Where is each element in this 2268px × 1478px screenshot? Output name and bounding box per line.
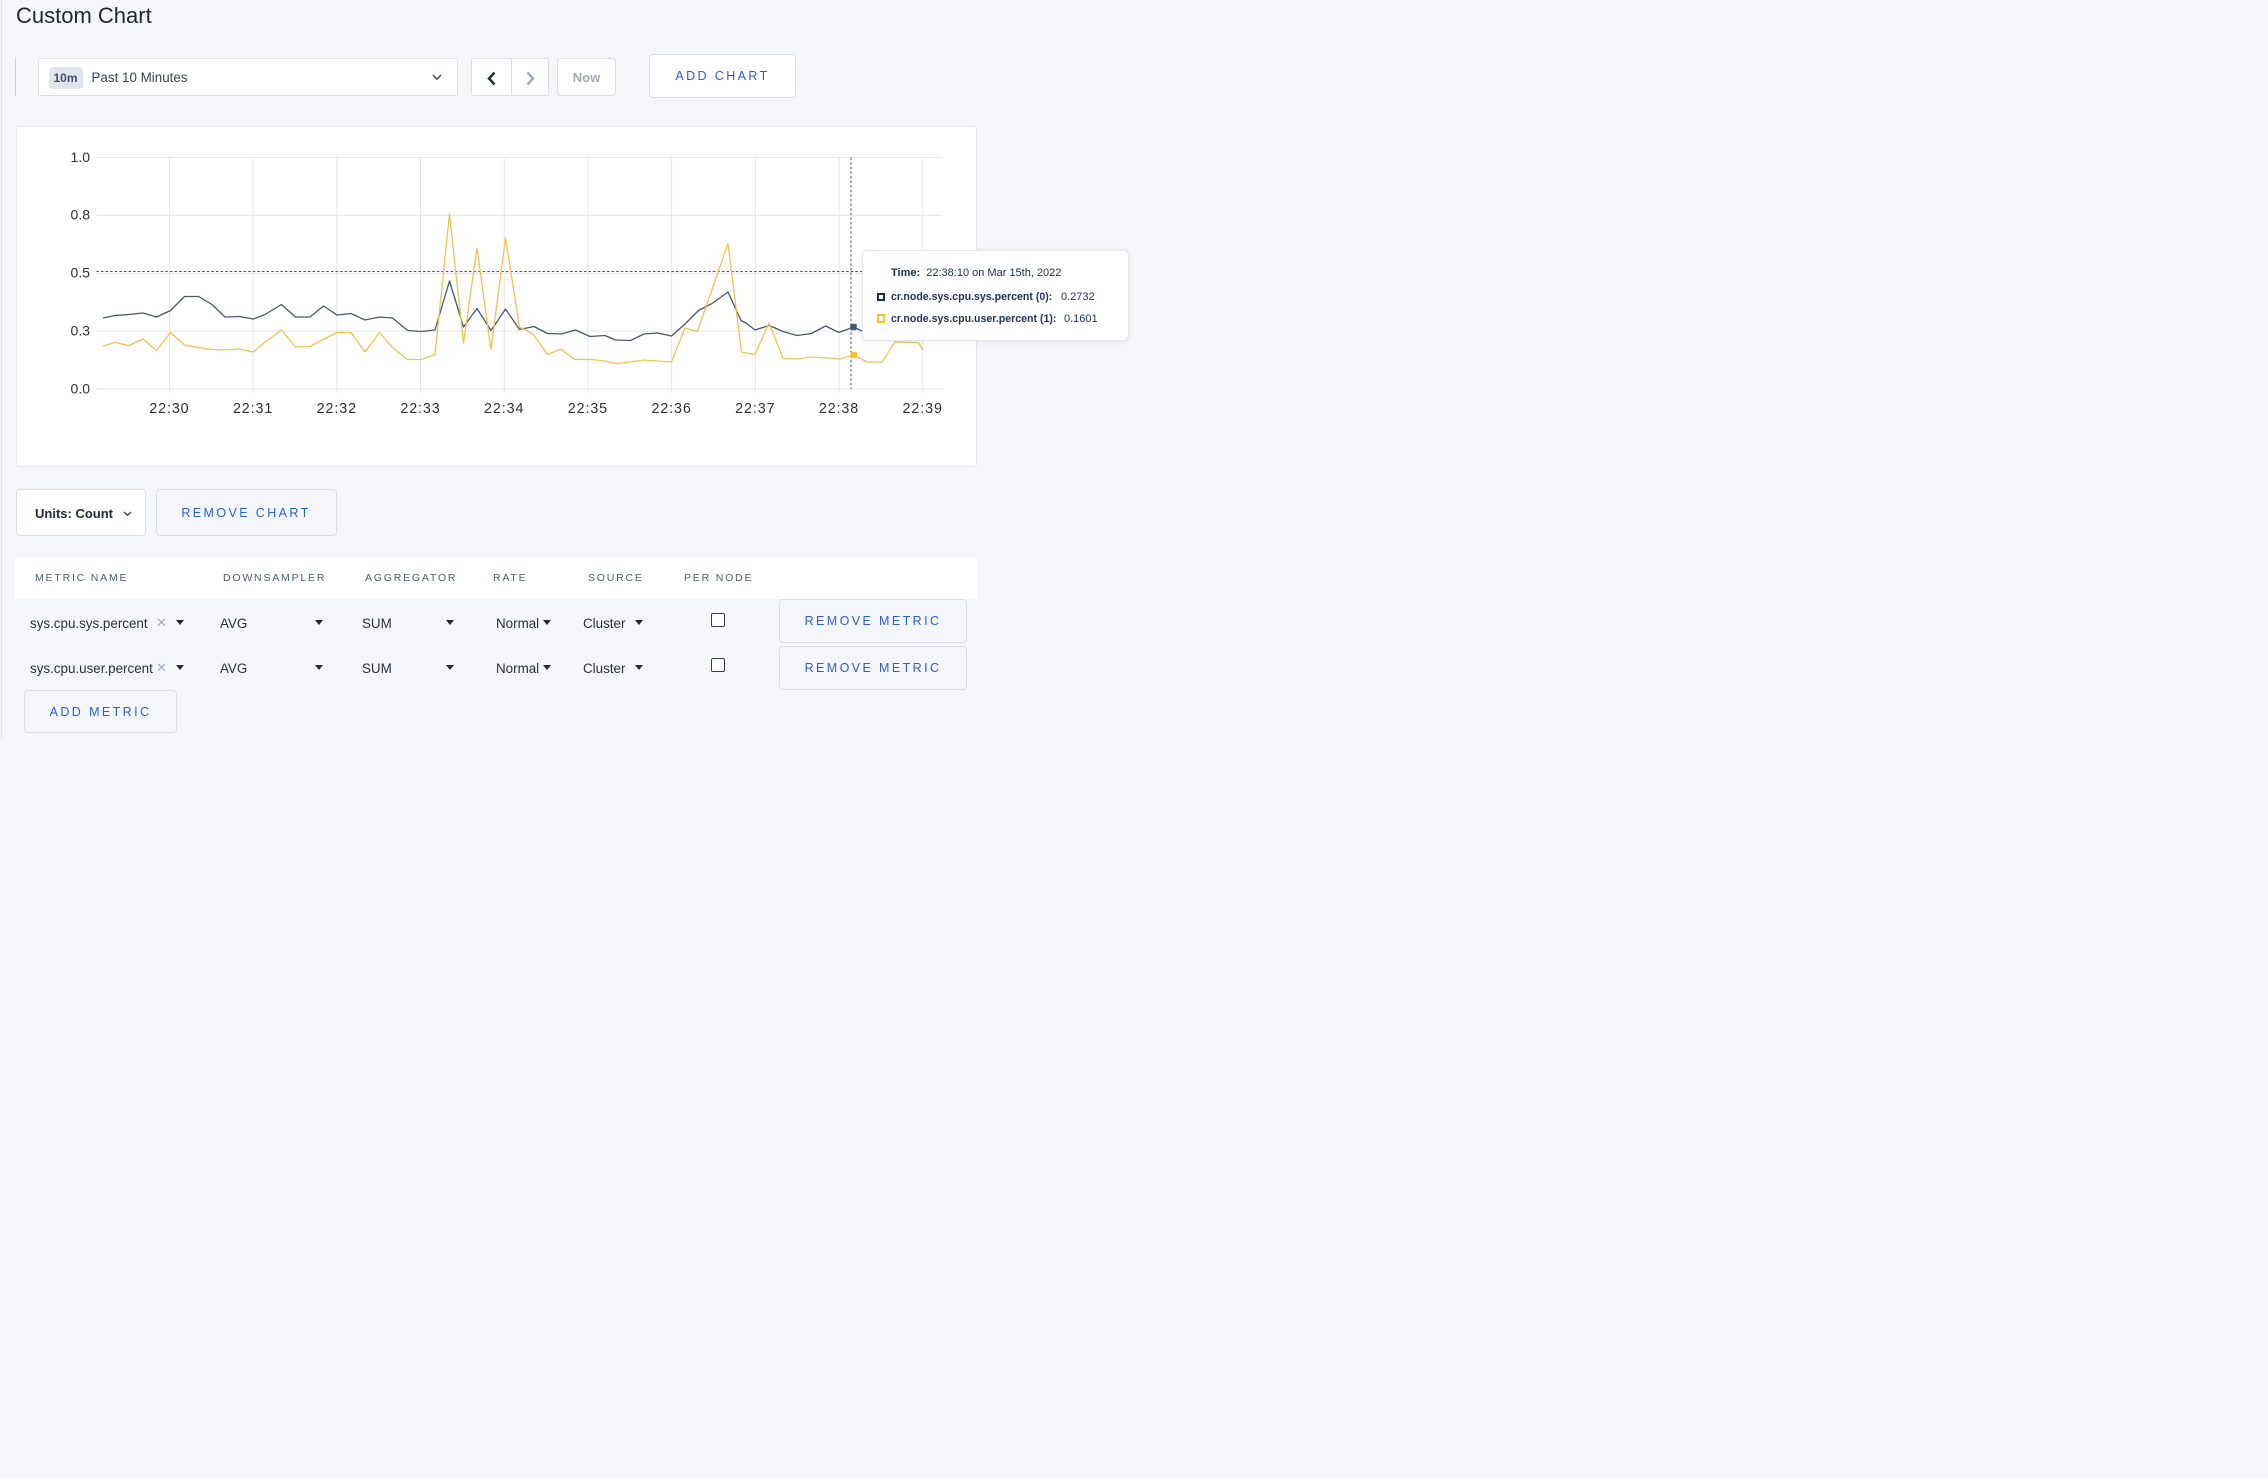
svg-text:1.0: 1.0: [71, 149, 91, 165]
svg-text:22:30: 22:30: [149, 401, 189, 417]
svg-text:22:32: 22:32: [317, 401, 357, 417]
svg-text:0.8: 0.8: [71, 207, 91, 223]
svg-text:0.3: 0.3: [71, 322, 91, 338]
svg-text:22:34: 22:34: [484, 401, 524, 417]
svg-text:0.0: 0.0: [71, 380, 91, 396]
svg-text:22:31: 22:31: [233, 401, 273, 417]
svg-text:22:35: 22:35: [568, 401, 608, 417]
svg-text:0.5: 0.5: [71, 265, 91, 281]
svg-text:22:33: 22:33: [400, 401, 440, 417]
svg-text:22:38: 22:38: [819, 401, 859, 417]
svg-text:22:37: 22:37: [735, 401, 775, 417]
svg-text:22:36: 22:36: [651, 401, 691, 417]
svg-text:22:39: 22:39: [903, 401, 943, 417]
